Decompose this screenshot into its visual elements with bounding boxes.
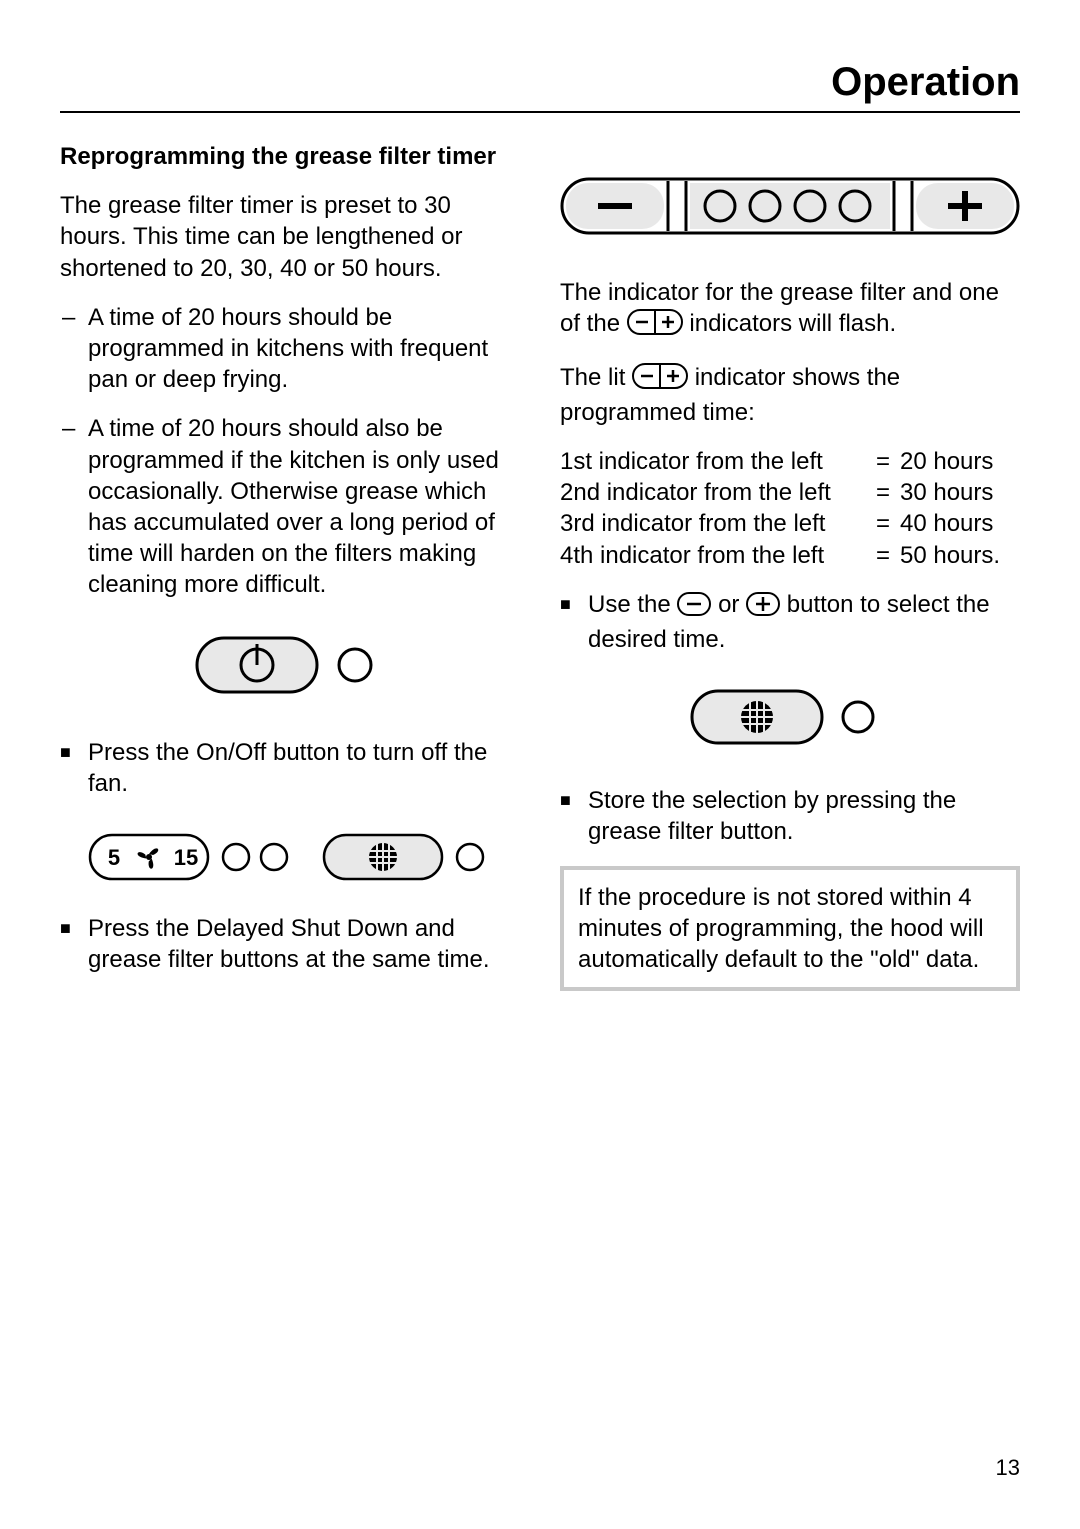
text: Use the: [588, 591, 677, 618]
indicator-label: 1st indicator from the left: [560, 446, 876, 477]
note-box: If the procedure is not stored within 4 …: [560, 866, 1020, 992]
dash-list: A time of 20 hours should be programmed …: [60, 302, 520, 601]
equals: =: [876, 446, 900, 477]
table-row: 2nd indicator from the left = 30 hours: [560, 477, 1020, 508]
list-item: A time of 20 hours should also be progra…: [60, 413, 520, 600]
indicator-flash-paragraph: The indicator for the grease filter and …: [560, 277, 1020, 343]
indicator-value: 30 hours: [900, 477, 1020, 508]
step-store: Store the selection by pressing the grea…: [560, 785, 1020, 847]
note-text: If the procedure is not stored within 4 …: [578, 884, 984, 973]
equals: =: [876, 477, 900, 508]
indicator-table: 1st indicator from the left = 20 hours 2…: [560, 446, 1020, 571]
intro-paragraph: The grease filter timer is preset to 30 …: [60, 190, 520, 284]
indicator-label: 3rd indicator from the left: [560, 508, 876, 539]
text: indicators will flash.: [689, 310, 896, 337]
equals: =: [876, 508, 900, 539]
page-title: Operation: [60, 60, 1020, 113]
table-row: 3rd indicator from the left = 40 hours: [560, 508, 1020, 539]
delayed-label-15: 15: [174, 845, 198, 870]
table-row: 4th indicator from the left = 50 hours.: [560, 540, 1020, 571]
plus-icon: [746, 592, 780, 624]
delayed-label-5: 5: [108, 845, 120, 870]
figure-onoff-button: [60, 630, 520, 708]
minus-plus-icon: [632, 363, 688, 397]
text: The lit: [560, 364, 632, 391]
step-press-both: Press the Delayed Shut Down and grease f…: [60, 913, 520, 975]
step-select-time: Use the or: [560, 589, 1020, 655]
step-onoff: Press the On/Off button to turn off the …: [60, 737, 520, 799]
minus-plus-icon: [627, 309, 683, 343]
table-row: 1st indicator from the left = 20 hours: [560, 446, 1020, 477]
equals: =: [876, 540, 900, 571]
indicator-label: 2nd indicator from the left: [560, 477, 876, 508]
lit-indicator-paragraph: The lit indicator shows the programmed t…: [560, 362, 1020, 428]
page-number: 13: [996, 1455, 1020, 1481]
left-column: Reprogramming the grease filter timer Th…: [60, 141, 520, 993]
figure-minus-plus-bar: [560, 171, 1020, 249]
minus-icon: [677, 592, 711, 624]
section-title: Reprogramming the grease filter timer: [60, 141, 520, 172]
indicator-value: 40 hours: [900, 508, 1020, 539]
text: or: [718, 591, 746, 618]
figure-grease-filter-button: [560, 685, 1020, 757]
figure-delayed-and-filter: 5 15: [60, 829, 520, 885]
indicator-label: 4th indicator from the left: [560, 540, 876, 571]
list-item: A time of 20 hours should be programmed …: [60, 302, 520, 396]
indicator-value: 20 hours: [900, 446, 1020, 477]
indicator-value: 50 hours.: [900, 540, 1020, 571]
right-column: The indicator for the grease filter and …: [560, 141, 1020, 993]
